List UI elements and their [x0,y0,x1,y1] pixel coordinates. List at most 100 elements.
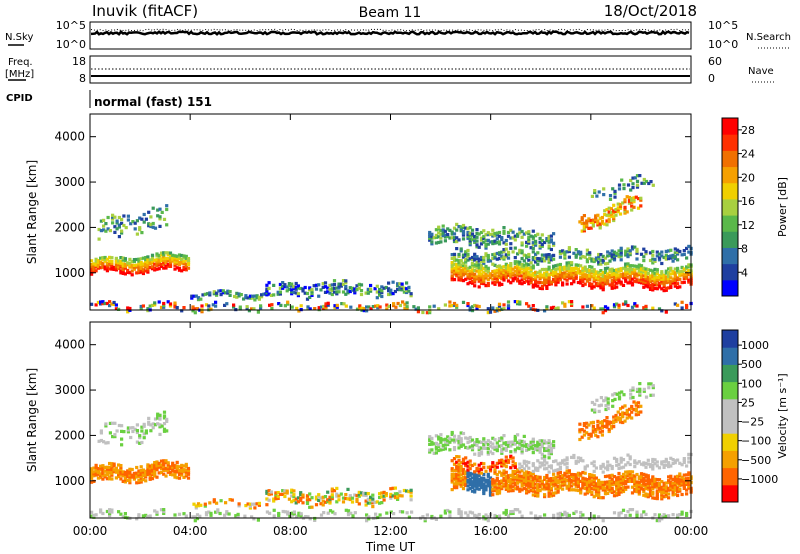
heatmap-cell [112,464,116,468]
heatmap-cell [636,197,641,201]
heatmap-cell [664,288,668,292]
heatmap-cell [186,260,191,265]
heatmap-cell [627,201,632,205]
heatmap-cell [126,471,130,475]
heatmap-cell [157,463,161,467]
heatmap-cell [244,296,248,300]
heatmap-cell [378,293,382,297]
heatmap-cell [617,490,621,495]
heatmap-cell [468,510,472,514]
heatmap-cell [570,478,574,482]
heatmap-cell [139,261,143,265]
heatmap-cell [527,478,531,482]
heatmap-cell [147,416,151,420]
heatmap-cell [509,479,513,483]
heatmap-cell [549,477,553,481]
heatmap-cell [513,475,517,479]
heatmap-cell [565,479,569,483]
heatmap-cell [509,511,513,516]
heatmap-cell [543,253,547,257]
heatmap-cell [572,266,576,271]
heatmap-cell [208,501,212,505]
heatmap-cell [616,202,620,206]
heatmap-cell [626,477,630,482]
heatmap-cell [576,456,580,460]
heatmap-cell [655,279,659,283]
heatmap-cell [126,261,130,265]
heatmap-cell [459,278,463,282]
heatmap-cell [497,481,502,486]
heatmap-cell [120,218,124,222]
heatmap-cell [592,483,596,487]
heatmap-cell [644,304,648,308]
heatmap-cell [502,441,506,445]
heatmap-cell [117,307,121,311]
heatmap-cell [664,275,668,279]
heatmap-cell [653,283,657,287]
heatmap-cell [618,412,623,416]
heatmap-cell [612,456,617,460]
heatmap-cell [237,292,241,296]
heatmap-cell [207,304,211,308]
heatmap-cell [475,514,479,518]
heatmap-cell [651,276,655,281]
heatmap-cell [549,258,553,262]
heatmap-cell [114,307,118,311]
heatmap-cell [623,207,627,211]
heatmap-cell [624,266,628,270]
heatmap-cell [527,482,531,486]
heatmap-cell [464,462,468,466]
heatmap-cell [633,268,637,272]
heatmap-cell [522,265,526,269]
heatmap-cell [570,300,574,304]
heatmap-cell [173,513,177,517]
heatmap-cell [455,486,459,490]
heatmap-cell [299,493,303,497]
heatmap-cell [538,286,542,290]
heatmap-cell [317,495,321,499]
heatmap-cell [99,429,103,433]
heatmap-cell [549,247,553,252]
heatmap-cell [290,288,294,292]
heatmap-cell [644,282,648,286]
heatmap-cell [105,265,109,269]
heatmap-cell [126,218,130,222]
heatmap-cell [296,286,300,290]
heatmap-cell [477,481,481,485]
heatmap-cell [606,261,610,266]
heatmap-cell [543,448,547,453]
heatmap-cell [518,227,522,231]
heatmap-cell [148,260,152,264]
heatmap-cell [141,262,145,266]
heatmap-cell [673,479,677,483]
heatmap-cell [511,477,515,481]
heatmap-cell [610,249,614,253]
heatmap-cell [323,495,328,499]
heatmap-cell [592,514,596,518]
heatmap-cell [646,275,650,279]
heatmap-cell [644,271,648,275]
heatmap-cell [482,259,486,263]
heatmap-cell [673,459,677,463]
heatmap-cell [540,281,544,285]
heatmap-cell [644,461,648,466]
heatmap-cell [470,489,475,493]
heatmap-cell [669,256,673,260]
heatmap-cell [671,281,675,285]
heatmap-cell [486,480,490,484]
heatmap-cell [135,517,139,521]
heatmap-cell [513,470,517,474]
heatmap-cell [651,253,655,257]
heatmap-cell [504,484,508,488]
heatmap-cell [389,288,393,292]
heatmap-cell [466,248,470,253]
heatmap-cell [317,498,321,502]
heatmap-cell [500,485,504,489]
heatmap-cell [468,477,472,481]
heatmap-cell [493,271,497,275]
heatmap-cell [117,215,121,220]
heatmap-cell [504,262,508,266]
heatmap-cell [504,253,508,257]
heatmap-cell [477,446,481,450]
heatmap-cell [493,309,497,313]
